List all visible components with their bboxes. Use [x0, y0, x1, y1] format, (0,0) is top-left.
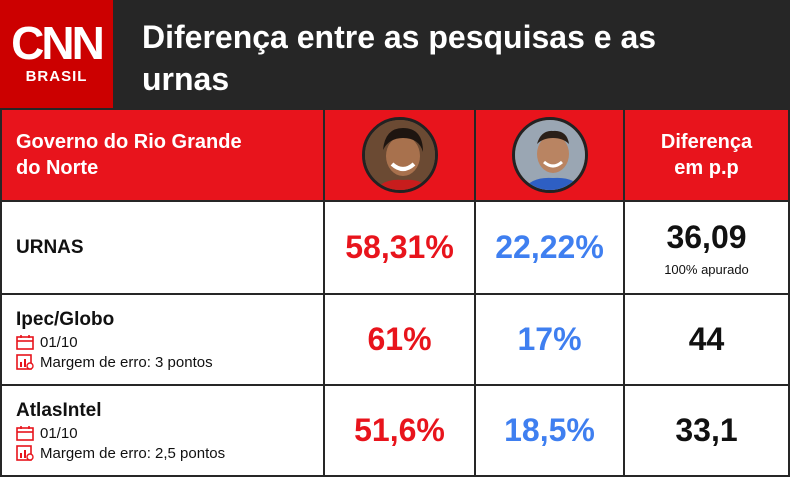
- margin-of-error: Margem de erro: 2,5 pontos: [40, 444, 226, 462]
- table-cell-candidate-2: 22,22%: [474, 200, 625, 295]
- table-cell-diff: 36,09 100% apurado: [623, 200, 790, 295]
- poll-date: 01/10: [40, 424, 78, 442]
- candidate-1-value: 51,6%: [354, 412, 445, 448]
- page-title: Diferença entre as pesquisas e as urnas: [142, 19, 657, 97]
- calendar-icon: [16, 426, 34, 441]
- diff-value: 33,1: [675, 412, 738, 448]
- logo-brasil-text: BRASIL: [25, 68, 88, 85]
- candidate-2-value: 22,22%: [495, 229, 604, 265]
- candidate-2-value: 18,5%: [504, 412, 595, 448]
- candidate-2-value: 17%: [517, 321, 582, 357]
- region-label: Governo do Rio Grande do Norte: [16, 131, 242, 179]
- table-cell-candidate-1: 58,31%: [323, 200, 476, 295]
- table-cell-candidate-2: 17%: [474, 293, 625, 386]
- calendar-icon: [16, 335, 34, 350]
- diff-value: 44: [688, 321, 725, 357]
- apuracao-note: 100% apurado: [664, 261, 749, 277]
- margin-of-error: Margem de erro: 3 pontos: [40, 353, 213, 371]
- poll-date: 01/10: [40, 333, 78, 351]
- row-title: Ipec/Globo: [16, 308, 115, 330]
- candidate-1-avatar: [361, 117, 438, 193]
- header-region-cell: Governo do Rio Grande do Norte: [0, 108, 325, 202]
- header-bar: CNN BRASIL Diferença entre as pesquisas …: [0, 0, 790, 108]
- comparison-table: Governo do Rio Grande do Norte Diferença: [0, 108, 790, 477]
- candidate-1-value: 61%: [367, 321, 432, 357]
- candidate-1-value: 58,31%: [345, 229, 454, 265]
- table-row-label: URNAS: [0, 200, 325, 295]
- table-cell-diff: 33,1: [623, 384, 790, 477]
- table-cell-candidate-1: 51,6%: [323, 384, 476, 477]
- margin-line: Margem de erro: 3 pontos: [16, 354, 213, 371]
- candidate-2-avatar: [511, 117, 588, 193]
- chart-doc-icon: [16, 445, 34, 461]
- table-cell-candidate-2: 18,5%: [474, 384, 625, 477]
- header-diff-cell: Diferença em p.p: [623, 108, 790, 202]
- chart-doc-icon: [16, 354, 34, 370]
- table-cell-diff: 44: [623, 293, 790, 386]
- row-title: AtlasIntel: [16, 399, 102, 421]
- header-candidate-2-cell: [474, 108, 625, 202]
- logo-cnn-text: CNN: [11, 17, 105, 69]
- table-row-label: AtlasIntel 01/10 Margem de erro: 2,5 pon…: [0, 384, 325, 477]
- date-line: 01/10: [16, 425, 78, 442]
- row-title: URNAS: [16, 236, 84, 258]
- margin-line: Margem de erro: 2,5 pontos: [16, 445, 225, 462]
- table-cell-candidate-1: 61%: [323, 293, 476, 386]
- diff-label: Diferença em p.p: [660, 131, 753, 179]
- cnn-brasil-logo: CNN BRASIL: [0, 0, 113, 108]
- diff-value: 36,09: [666, 218, 747, 255]
- header-candidate-1-cell: [323, 108, 476, 202]
- date-line: 01/10: [16, 334, 78, 351]
- table-row-label: Ipec/Globo 01/10 Margem de erro: 3 ponto…: [0, 293, 325, 386]
